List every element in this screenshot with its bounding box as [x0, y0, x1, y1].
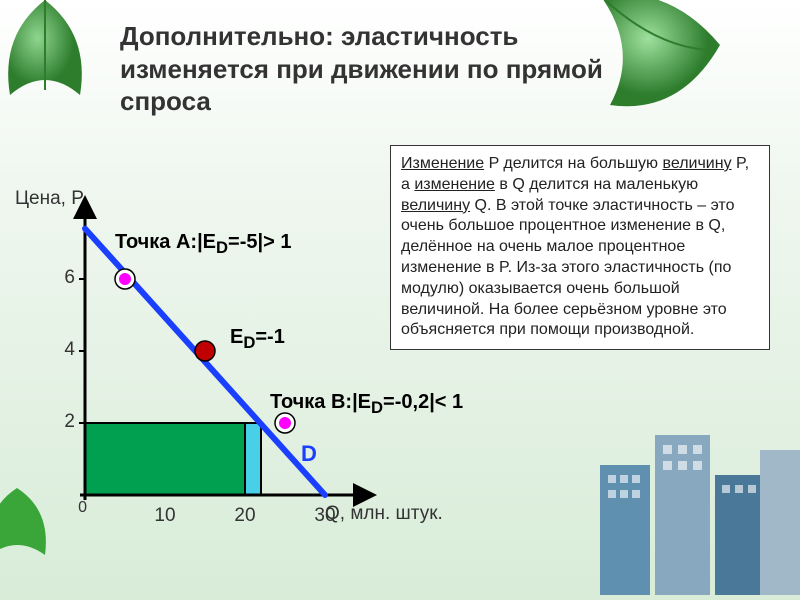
y-tick-label: 4	[35, 339, 75, 361]
x-tick-label: 10	[140, 505, 190, 527]
leaf-icon	[0, 0, 120, 115]
textbox-part: величину	[401, 197, 470, 214]
y-tick-label: 6	[35, 267, 75, 289]
y-tick-label: 2	[35, 411, 75, 433]
chart-annotation-pointB: Точка B:|ED=-0,2|< 1	[270, 390, 490, 418]
slide-title: Дополнительно: эластичность изменяется п…	[120, 20, 660, 118]
chart-annotation-midE: ED=-1	[230, 325, 350, 353]
y-axis-label: Цена, P	[15, 189, 85, 210]
buildings-icon	[580, 405, 800, 600]
textbox-part: величину	[663, 155, 732, 172]
demand-curve-label: D	[301, 441, 317, 467]
chart-annotation-pointA: Точка A:|ED=-5|> 1	[115, 230, 315, 258]
demand-chart: Цена, P Q, млн. штук. 246 102030 Точка A…	[15, 185, 410, 565]
textbox-part: Изменение	[401, 155, 484, 172]
x-tick-label: 30	[300, 505, 350, 527]
textbox-part: P делится на большую	[484, 155, 662, 172]
explanation-textbox: Изменение P делится на большую величину …	[390, 145, 770, 350]
textbox-part: Q. В этой точке эластичность – это очень…	[401, 197, 734, 339]
origin-label: 0	[67, 499, 87, 517]
textbox-part: изменение	[414, 176, 495, 193]
x-tick-label: 20	[220, 505, 270, 527]
textbox-part: в Q делится на маленькую	[495, 176, 698, 193]
